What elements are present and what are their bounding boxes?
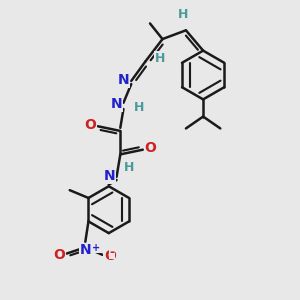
Text: H: H xyxy=(178,8,188,21)
Text: H: H xyxy=(134,101,144,114)
Text: +: + xyxy=(92,243,100,253)
Text: N: N xyxy=(80,243,92,257)
Text: H: H xyxy=(155,52,165,65)
Text: O: O xyxy=(84,118,96,132)
Text: O: O xyxy=(104,249,116,263)
Text: O: O xyxy=(53,248,65,262)
Text: H: H xyxy=(123,161,134,174)
Text: N: N xyxy=(118,73,130,87)
Text: N: N xyxy=(110,98,122,111)
Text: O: O xyxy=(144,141,156,155)
Text: -: - xyxy=(110,246,115,259)
Text: N: N xyxy=(103,169,115,183)
